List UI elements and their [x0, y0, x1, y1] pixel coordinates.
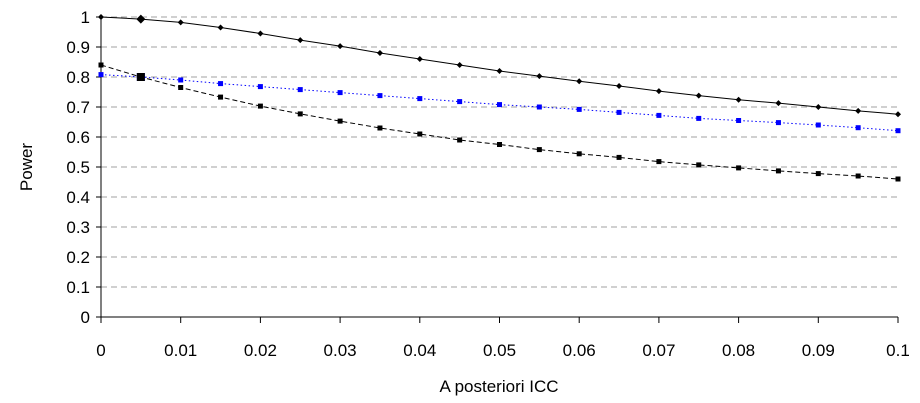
series-2-point — [457, 99, 463, 105]
series-2-point — [98, 72, 104, 78]
series-3-point — [775, 168, 781, 174]
series-1-point — [895, 111, 901, 118]
series-1-point — [735, 96, 742, 103]
x-tick-label: 0 — [96, 341, 105, 360]
series-2-point — [257, 84, 263, 90]
series-3-point — [377, 125, 383, 131]
series-1-point — [536, 73, 543, 80]
series-1-point — [576, 78, 583, 85]
series-3-point — [337, 118, 343, 124]
series-1-point — [376, 50, 383, 56]
series-2-point — [696, 115, 702, 121]
series-3-point — [656, 159, 662, 165]
x-tick-label: 0.09 — [802, 341, 835, 360]
series-2-line — [100, 74, 899, 132]
series-2-point — [218, 81, 224, 87]
x-tick-label: 0.06 — [563, 341, 596, 360]
y-tick-label: 0.5 — [66, 158, 90, 177]
series-3-point — [178, 85, 184, 90]
series-3-point — [815, 171, 821, 177]
x-tick-label: 0.02 — [244, 341, 277, 360]
series-3-point — [297, 111, 303, 117]
series-group — [98, 14, 901, 182]
series-1-point — [257, 30, 264, 37]
series-1-point — [297, 37, 304, 44]
series-3-point — [576, 151, 582, 157]
y-tick-label: 0.7 — [66, 98, 90, 117]
series-2-point — [576, 106, 582, 112]
series-1-point — [177, 19, 184, 26]
series-3-point — [218, 94, 224, 100]
series-3-point — [136, 73, 145, 81]
gridlines — [101, 16, 898, 288]
x-tick-label: 0.1 — [886, 341, 910, 360]
series-3-point — [736, 165, 742, 171]
y-tick-label: 0.8 — [66, 68, 90, 87]
series-1-point — [616, 83, 623, 89]
series-2-point — [337, 90, 343, 96]
series-2-point — [775, 120, 781, 126]
y-tick-label: 1 — [81, 8, 90, 27]
y-axis-title: Power — [17, 143, 36, 192]
series-1-point — [655, 88, 662, 95]
y-tick-label: 0.1 — [66, 278, 90, 297]
series-3-point — [497, 142, 502, 147]
series-2-point — [616, 109, 622, 115]
x-tick-label: 0.03 — [324, 341, 357, 360]
series-3-point — [417, 131, 423, 137]
x-tick-label: 0.04 — [403, 341, 436, 360]
series-2-point — [497, 102, 502, 108]
y-tick-label: 0 — [81, 308, 90, 327]
series-3-point — [257, 103, 263, 109]
y-tick-label: 0.9 — [66, 38, 90, 57]
y-tick-label: 0.3 — [66, 218, 90, 237]
series-2-point — [178, 77, 184, 83]
x-tick-labels: 0 0.01 0.02 0.03 0.04 0.05 0.06 0.07 0.08 0.09 0.1 — [96, 341, 910, 360]
series-2-point — [736, 118, 742, 123]
series-1-point — [416, 56, 423, 62]
y-tick-label: 0.2 — [66, 248, 90, 267]
series-3-point — [536, 147, 542, 153]
series-3-point — [616, 154, 622, 160]
series-1-point — [136, 14, 146, 24]
series-1-point — [337, 43, 344, 50]
series-2-point — [815, 122, 821, 128]
series-2-point — [656, 112, 662, 118]
series-2-point — [895, 128, 901, 134]
x-tick-label: 0.05 — [483, 341, 516, 360]
series-1-point — [775, 100, 782, 107]
series-1-line — [100, 16, 899, 115]
series-1-point — [855, 107, 862, 114]
y-tick-labels: 0 0.1 0.2 0.3 0.4 0.5 0.6 0.7 0.8 0.9 1 — [66, 8, 90, 327]
x-tick-label: 0.08 — [722, 341, 755, 360]
series-1-point — [217, 24, 224, 31]
x-tick-label: 0.01 — [164, 341, 197, 360]
series-1-point — [815, 104, 822, 110]
series-1-point — [695, 92, 702, 99]
series-3-point — [457, 137, 463, 143]
x-tick-label: 0.07 — [642, 341, 675, 360]
series-3-point — [696, 162, 702, 168]
series-2-point — [297, 87, 303, 93]
series-2-point — [855, 125, 861, 131]
x-axis-title: A posteriori ICC — [439, 377, 558, 396]
series-2-point — [536, 104, 542, 110]
y-tick-label: 0.4 — [66, 188, 90, 207]
series-1-point — [98, 14, 104, 20]
series-3-point — [98, 62, 104, 68]
series-3-point — [895, 176, 901, 182]
series-2-point — [417, 96, 423, 102]
series-1-point — [456, 62, 463, 68]
series-3-line — [100, 64, 899, 180]
series-2-point — [377, 93, 383, 99]
y-tick-label: 0.6 — [66, 128, 90, 147]
series-3-point — [855, 173, 861, 179]
series-1-point — [496, 68, 503, 74]
